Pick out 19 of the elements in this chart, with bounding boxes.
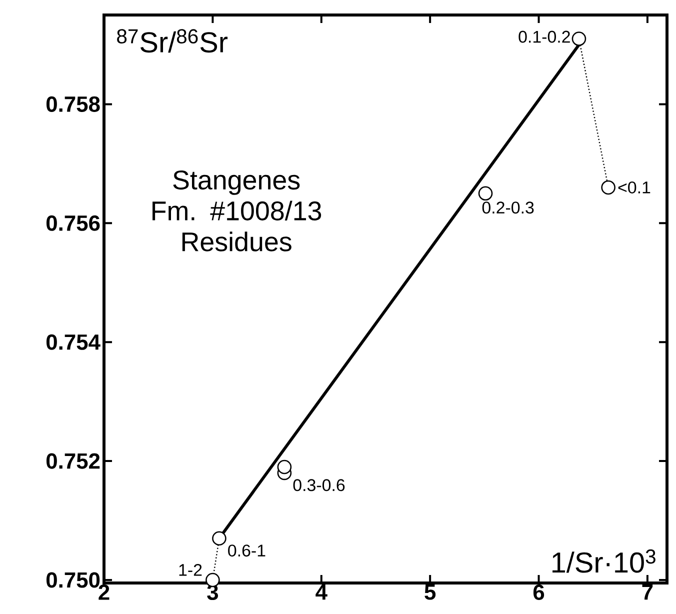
annotation: 0.2-0.3 <box>482 202 534 214</box>
annotation: 0.6-1 <box>228 544 266 557</box>
x-tick-label: 6 <box>533 584 544 600</box>
annotation: 1-2 <box>179 564 202 576</box>
y-tick-label: 0.752 <box>46 453 100 469</box>
y-tick-label: 0.758 <box>46 96 100 112</box>
annotation: 0.3-0.6 <box>293 479 345 492</box>
x-tick-label: 5 <box>424 584 436 600</box>
x-tick-label: 4 <box>316 584 328 600</box>
annotation: <0.1 <box>618 181 650 194</box>
y-tick-label: 0.750 <box>46 572 100 588</box>
x-tick-label: 7 <box>642 584 653 600</box>
y-tick-label: 0.756 <box>46 215 100 231</box>
annotation: 0.1-0.2 <box>518 30 570 43</box>
y-axis-title: $^{87}$Sr/$^{86}$Sr <box>117 29 228 53</box>
x-axis-title: 1/Sr·10$^{3}$ <box>552 549 656 573</box>
y-tick-label: 0.754 <box>46 334 100 350</box>
text: Stangenes Fm. #1008/13 Residues <box>152 170 322 252</box>
x-tick-label: 2 <box>98 584 110 600</box>
